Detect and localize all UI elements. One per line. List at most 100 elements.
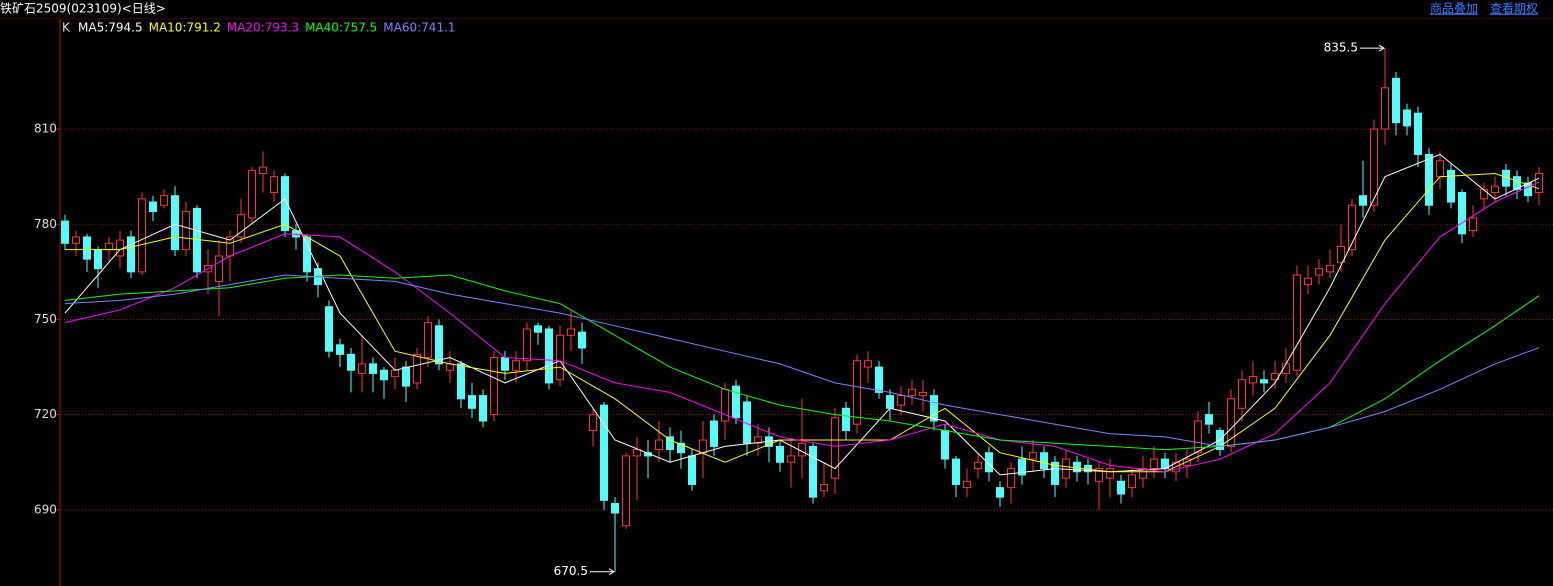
candle-body (1535, 172, 1543, 194)
candle-body (1029, 452, 1037, 460)
candle-body (567, 328, 575, 336)
candle-body (457, 363, 465, 400)
candle-body (1117, 480, 1125, 495)
candle-body (1205, 414, 1213, 425)
candle-body (72, 236, 80, 244)
candle-body (182, 211, 190, 251)
candle-body (1227, 398, 1235, 447)
candle-body (468, 395, 476, 409)
candle-body (732, 385, 740, 419)
candle-body (633, 449, 641, 457)
legend-prefix: K (62, 21, 71, 35)
annotation-label: 835.5 (1324, 41, 1358, 55)
candle-body (919, 391, 927, 397)
legend-entry: MA40:757.5 (305, 21, 377, 35)
y-tick-label: 750 (34, 312, 57, 326)
candle-body (435, 325, 443, 365)
candle-body (83, 236, 91, 260)
candle-body (490, 357, 498, 416)
candle-body (1337, 245, 1345, 263)
ma-line (64, 274, 1540, 447)
candle-body (1403, 109, 1411, 127)
candle-body (1315, 268, 1323, 276)
candle-body (600, 404, 608, 501)
link[interactable]: 商品叠加 (1430, 1, 1478, 16)
legend-entry: MA60:741.1 (383, 21, 455, 35)
candle-body (930, 395, 938, 422)
candle-body (347, 353, 355, 371)
candle-body (1513, 176, 1521, 190)
candle-body (1348, 204, 1356, 251)
candle-body (534, 325, 542, 333)
candle-body (94, 249, 102, 270)
candle-body (655, 439, 663, 451)
candle-body (1238, 379, 1246, 409)
link[interactable]: 查看期权 (1490, 2, 1538, 16)
candle-body (897, 395, 905, 406)
candle-body (1469, 217, 1477, 232)
candle-body (1139, 468, 1147, 479)
candle-body (501, 357, 509, 371)
candle-body (1447, 169, 1455, 203)
candle-body (1194, 420, 1202, 454)
candle-body (875, 366, 883, 393)
candle-body (1458, 192, 1466, 235)
candle-body (853, 360, 861, 425)
candle-body (820, 483, 828, 492)
legend-entry: MA20:793.3 (227, 21, 299, 35)
candle-body (171, 195, 179, 251)
candle-body (798, 442, 806, 457)
annotation-label: 670.5 (554, 564, 588, 578)
y-tick-label: 780 (34, 217, 57, 231)
ma-line (64, 153, 1540, 476)
candle-body (710, 420, 718, 447)
candle-body (479, 395, 487, 422)
y-tick-label: 720 (34, 407, 57, 421)
candle-body (1249, 376, 1257, 384)
y-tick-label: 810 (34, 122, 57, 136)
candle-body (61, 220, 69, 244)
candle-body (380, 369, 388, 381)
candle-body (391, 369, 399, 378)
candle-body (1095, 468, 1103, 482)
y-tick-label: 690 (34, 502, 57, 516)
candle-body (941, 430, 949, 460)
candle-body (963, 480, 971, 489)
candle-body (721, 388, 729, 422)
candle-body (215, 255, 223, 282)
candle-body (512, 360, 520, 371)
candle-body (1425, 153, 1433, 206)
candle-body (908, 388, 916, 397)
candle-body (1018, 458, 1026, 476)
candle-body (699, 439, 707, 454)
candle-body (677, 442, 685, 454)
candle-body (776, 445, 784, 463)
candle-body (1040, 452, 1048, 470)
candle-body (864, 360, 872, 368)
legend-entry: MA5:794.5 (78, 21, 143, 35)
candle-body (1183, 458, 1191, 466)
candle-body (413, 353, 421, 384)
candle-body (1414, 112, 1422, 155)
candle-body (1293, 274, 1301, 371)
candle-body (842, 407, 850, 432)
candle-body (952, 458, 960, 485)
candle-body (622, 455, 630, 527)
candle-body (523, 328, 531, 362)
candle-body (303, 236, 311, 273)
candle-body (754, 436, 762, 444)
candle-body (1491, 185, 1499, 194)
candle-body (270, 176, 278, 194)
candle-body (1326, 265, 1334, 273)
candle-body (578, 331, 586, 349)
candle-body (1370, 128, 1378, 206)
candle-body (1381, 87, 1389, 130)
candle-body (974, 461, 982, 470)
candle-body (160, 195, 168, 206)
candle-body (1392, 77, 1400, 124)
candle-body (1007, 468, 1015, 489)
candle-body (105, 242, 113, 251)
candle-body (325, 306, 333, 352)
